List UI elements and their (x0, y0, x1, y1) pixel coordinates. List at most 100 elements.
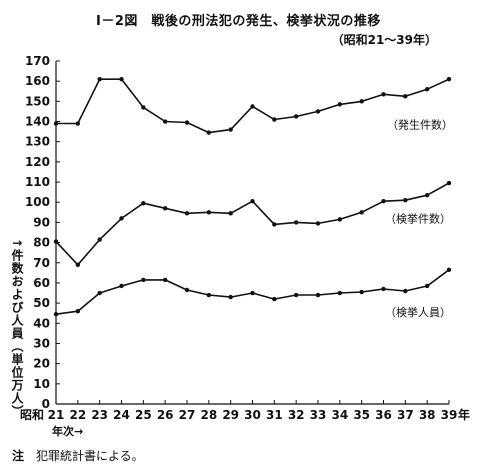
y-tick-label: 50 (33, 296, 50, 310)
data-point (162, 277, 168, 283)
data-point (337, 290, 343, 296)
data-point (446, 267, 452, 273)
data-point (162, 119, 168, 124)
data-point (119, 216, 124, 221)
x-tick-label: 33 (310, 408, 327, 422)
y-tick-label: 90 (33, 215, 50, 229)
data-point (97, 76, 102, 82)
y-tick-label: 140 (25, 115, 50, 129)
y-tick-label: 150 (25, 94, 50, 108)
footnote: 注犯罪統計書による。 (12, 447, 144, 464)
data-point (228, 294, 233, 300)
y-tick-label: 0 (42, 397, 50, 411)
x-tick-label: 30 (244, 408, 261, 422)
data-point (119, 283, 124, 289)
data-point (206, 210, 212, 215)
x-tick-label: 34 (331, 408, 348, 422)
x-last-suffix: 年 (458, 407, 470, 422)
y-tick-label: 100 (25, 195, 50, 209)
series-label: （検挙人員） (385, 305, 451, 319)
data-point (184, 211, 190, 216)
data-point (228, 127, 233, 132)
series-group: （発生件数） （検挙件数） （検挙人員） (53, 76, 453, 319)
data-point (75, 121, 81, 126)
data-point (315, 221, 321, 226)
data-point (141, 277, 146, 283)
data-point (53, 239, 59, 244)
data-point (97, 237, 102, 242)
x-tick-label: 25 (135, 408, 152, 422)
x-tick-label: 28 (200, 408, 217, 422)
data-point (359, 289, 364, 295)
data-point (141, 201, 146, 206)
data-point (337, 102, 343, 107)
y-tick-label: 120 (25, 155, 50, 169)
data-point (75, 308, 81, 314)
data-point (250, 104, 255, 109)
data-point (424, 283, 430, 289)
y-tick-label: 110 (25, 175, 50, 189)
x-tick-label: 38 (419, 408, 436, 422)
data-point (119, 76, 124, 82)
data-point (403, 94, 408, 99)
y-tick-label: 80 (33, 236, 50, 250)
data-point (403, 288, 408, 294)
data-point (250, 290, 255, 296)
y-tick-label: 70 (33, 256, 50, 270)
data-point (293, 114, 299, 119)
data-point (162, 206, 168, 211)
line-chart: 0 10 20 30 40 50 60 70 80 90 100 110 120 130 140 150 160… (20, 54, 470, 438)
data-point (359, 210, 364, 215)
data-point (424, 87, 430, 92)
data-point (381, 199, 386, 204)
data-point (315, 292, 321, 298)
data-point (272, 117, 277, 122)
data-point (184, 287, 190, 293)
data-point (446, 76, 452, 82)
data-point (403, 198, 408, 203)
x-tick-label: 29 (222, 408, 239, 422)
x-tick-label: 35 (353, 408, 370, 422)
data-point (206, 130, 212, 135)
x-axis-ticks: 21 22 23 24 25 26 27 28 29 30 31 32 33 34 35 36 37 38 39 昭和… (20, 400, 470, 422)
data-point (75, 262, 81, 267)
data-point (359, 99, 364, 104)
y-tick-label: 160 (25, 74, 50, 88)
data-point (381, 286, 386, 292)
data-point (446, 180, 452, 186)
x-tick-label: 32 (288, 408, 305, 422)
x-tick-label: 27 (179, 408, 196, 422)
y-tick-label: 20 (33, 357, 50, 371)
data-point (315, 109, 321, 114)
data-point (250, 199, 255, 204)
series-label: （検挙件数） (385, 211, 451, 225)
y-tick-label: 10 (33, 377, 50, 391)
data-point (337, 217, 343, 222)
y-tick-label: 60 (33, 276, 50, 290)
data-point (381, 92, 386, 97)
y-tick-label: 40 (33, 316, 50, 330)
data-point (228, 211, 233, 216)
chart-title: I－2図 戦後の刑法犯の発生、検挙状況の推移 (96, 14, 381, 29)
x-tick-label: 39 (441, 408, 458, 422)
x-tick-label: 37 (397, 408, 414, 422)
data-point (141, 105, 146, 110)
x-era-label: 昭和 (20, 407, 44, 422)
data-point (53, 121, 59, 126)
x-tick-label: 23 (91, 408, 108, 422)
footnote-lead: 注 (12, 449, 25, 463)
y-tick-label: 170 (25, 54, 50, 68)
x-tick-label: 26 (157, 408, 174, 422)
data-point (293, 220, 299, 225)
x-tick-label: 24 (113, 408, 130, 422)
data-point (206, 292, 212, 298)
data-point (97, 290, 102, 296)
data-point (184, 120, 190, 125)
y-axis-ticks: 0 10 20 30 40 50 60 70 80 90 100 110 120 130 140 150 160… (25, 54, 60, 411)
x-tick-label: 31 (266, 408, 283, 422)
data-point (424, 192, 430, 198)
x-tick-label: 36 (375, 408, 392, 422)
chart-subtitle: （昭和21～39年） (331, 33, 437, 47)
data-point (53, 312, 59, 317)
chart-axes (55, 61, 449, 405)
